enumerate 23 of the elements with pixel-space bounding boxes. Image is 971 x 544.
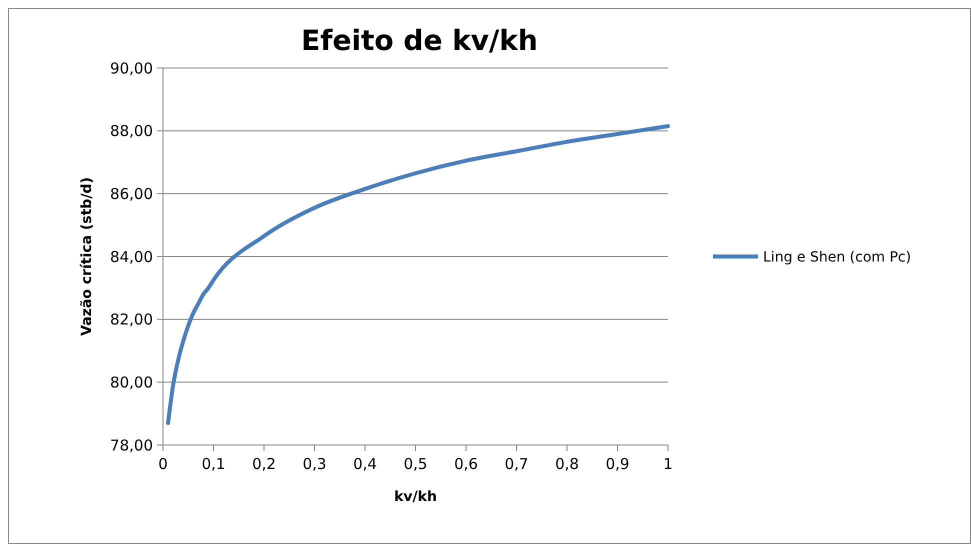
x-tick-label: 0,2 [252,455,276,473]
line-series [166,124,670,426]
x-tick-label: 1 [663,455,673,473]
y-tick-label: 88,00 [110,122,153,140]
legend-label: Ling e Shen (com Pc) [763,249,912,266]
x-tick-label: 0,8 [555,455,579,473]
y-tick-label: 86,00 [110,184,153,203]
y-tick-label: 82,00 [110,310,153,329]
chart-title: Efeito de kv/kh [301,24,538,57]
x-tick-label: 0,1 [202,455,226,473]
y-tick-label: 84,00 [110,248,153,266]
y-tick-label: 78,00 [110,436,153,454]
x-tick-label: 0,9 [606,455,630,473]
y-axis-title: Vazão crítica (stb/d) [79,177,95,336]
x-tick-label: 0,6 [454,455,478,473]
y-tick-label: 90,00 [110,59,153,78]
x-tick-label: 0,7 [504,455,528,473]
x-tick-label: 0,3 [302,455,326,473]
x-axis-title: kv/kh [394,489,437,505]
x-tick-label: 0,4 [353,455,377,473]
x-tick-label: 0,5 [404,455,428,473]
x-tick-label: 0 [158,455,168,473]
y-tick-label: 80,00 [110,373,153,392]
